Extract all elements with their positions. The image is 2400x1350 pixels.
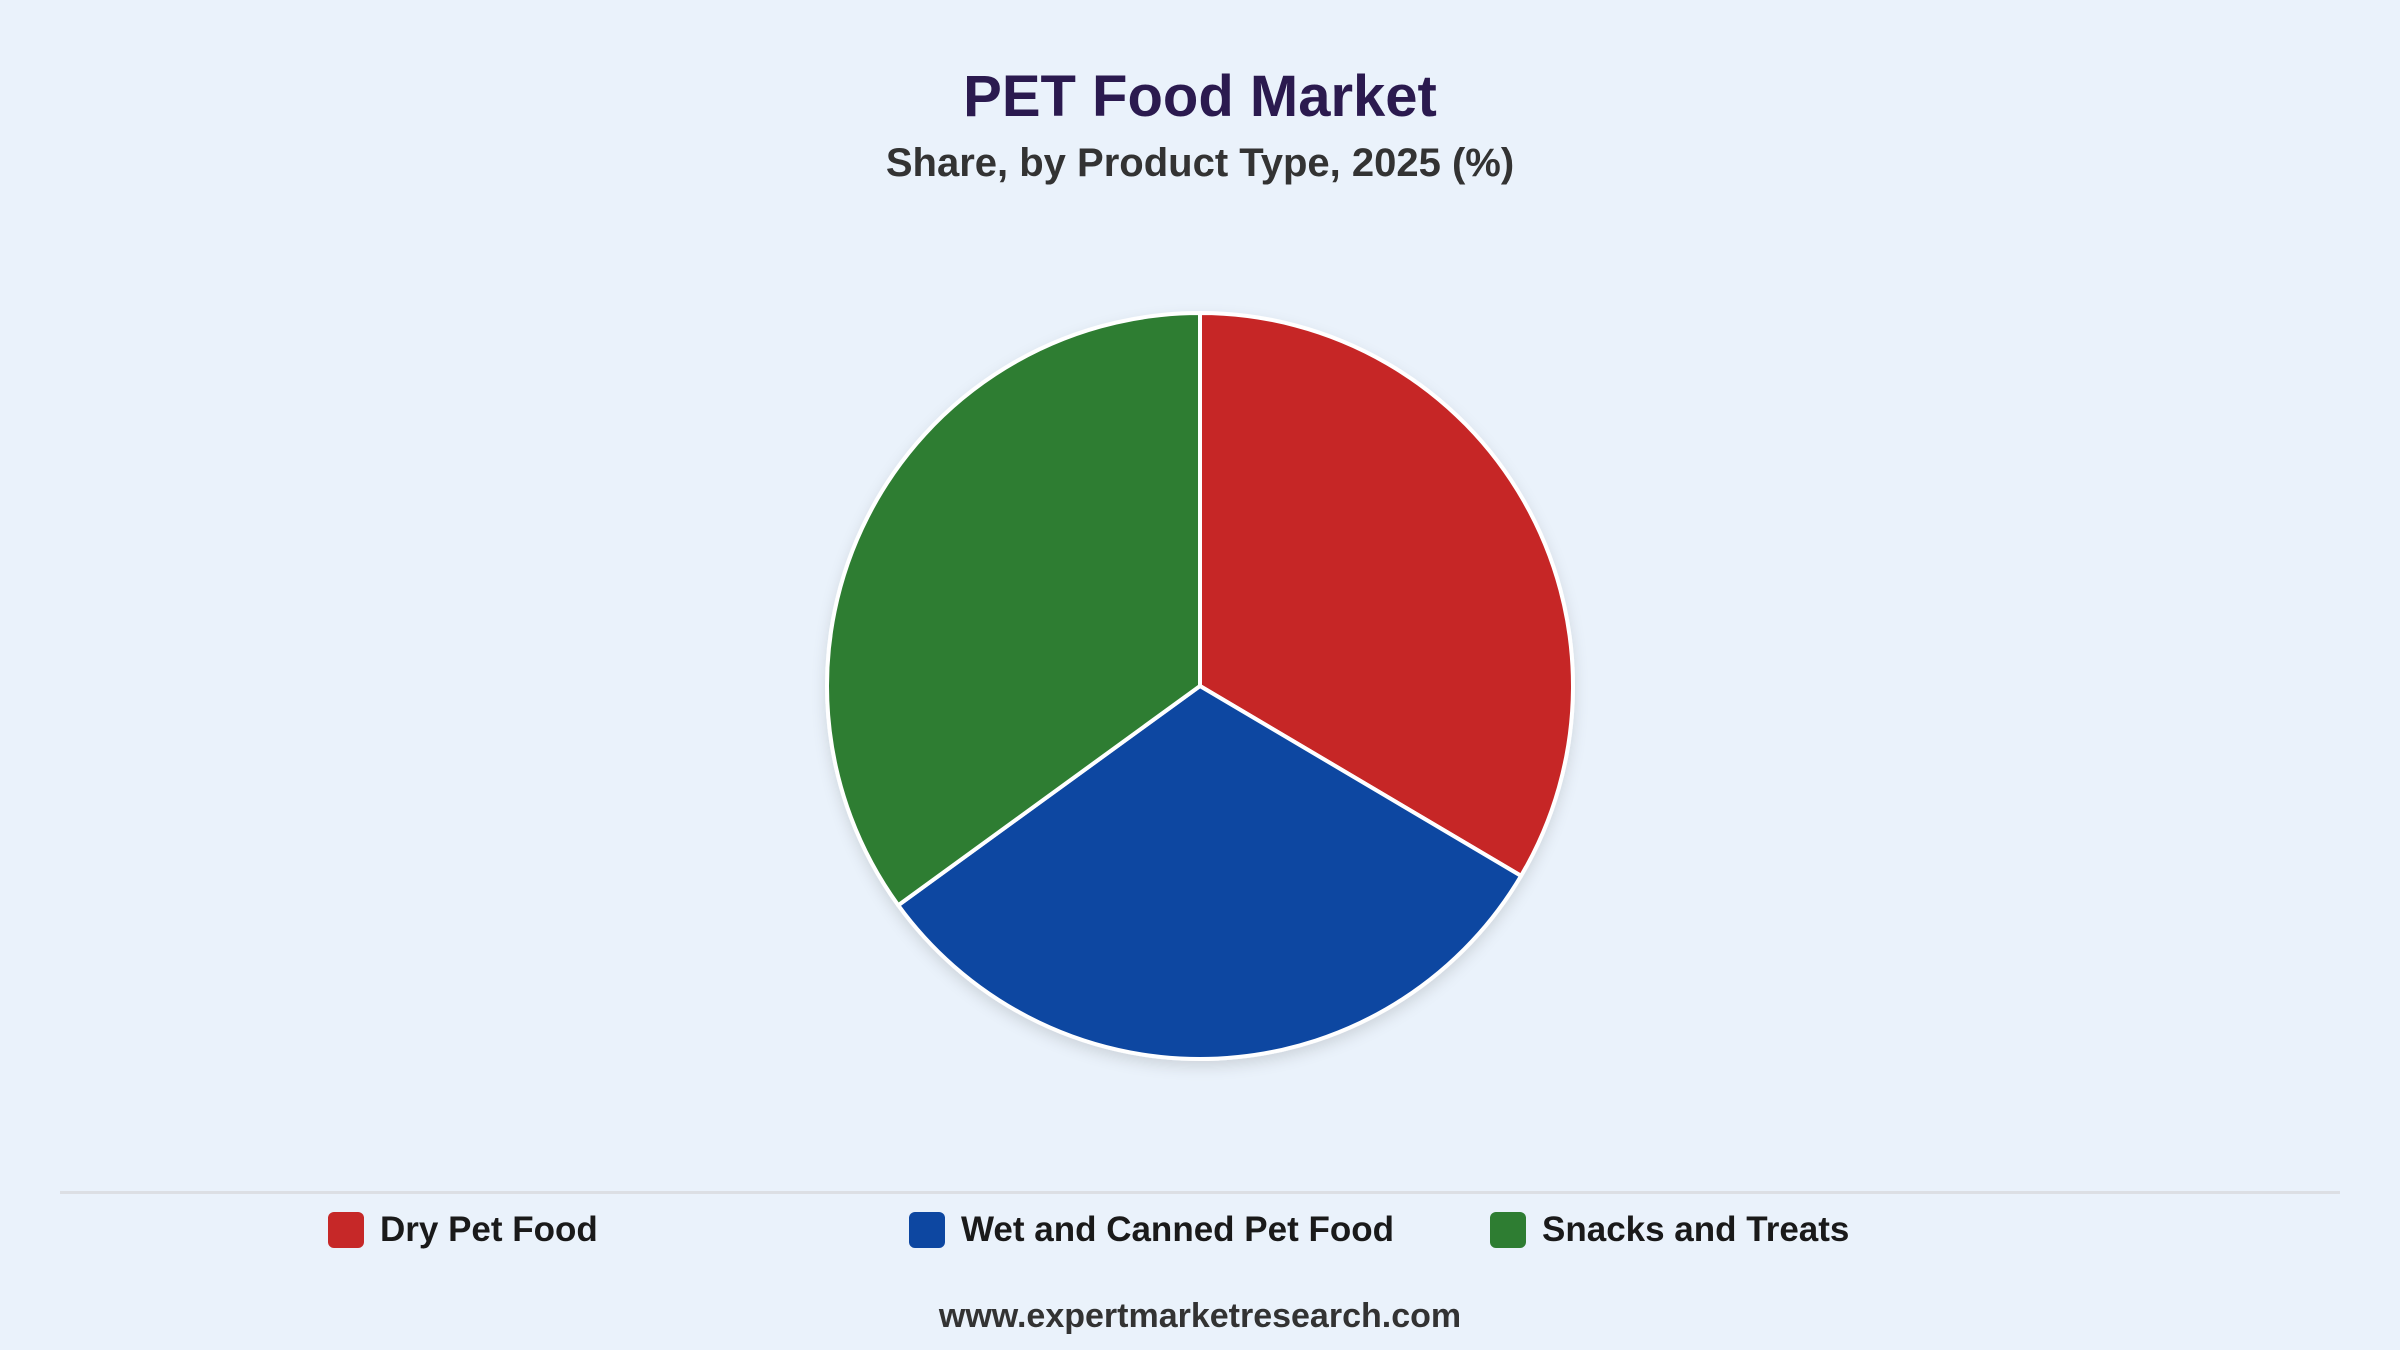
legend-label-dry-pet-food: Dry Pet Food [380, 1210, 598, 1249]
source-url: www.expertmarketresearch.com [938, 1297, 1462, 1335]
legend-item-snacks-and-treats: Snacks and Treats [1490, 1208, 1849, 1252]
legend-swatch-dry-pet-food [328, 1212, 364, 1248]
legend-divider [60, 1191, 2340, 1194]
pie-slice-wet-and-canned-pet-food [896, 684, 1524, 1061]
chart-subtitle: Share, by Product Type, 2025 (%) [885, 141, 1515, 185]
legend-swatch-snacks-and-treats [1490, 1212, 1526, 1248]
chart-title: PET Food Market [963, 64, 1437, 129]
pie-slice-dry-pet-food [1198, 311, 1575, 878]
pie-slice-snacks-and-treats [825, 311, 1202, 908]
legend-label-snacks-and-treats: Snacks and Treats [1542, 1210, 1850, 1249]
legend-label-wet-and-canned-pet-food: Wet and Canned Pet Food [961, 1210, 1394, 1249]
legend-swatch-wet-and-canned-pet-food [909, 1212, 945, 1248]
legend-item-wet-and-canned-pet-food: Wet and Canned Pet Food [909, 1208, 1394, 1252]
legend-item-dry-pet-food: Dry Pet Food [328, 1208, 598, 1252]
